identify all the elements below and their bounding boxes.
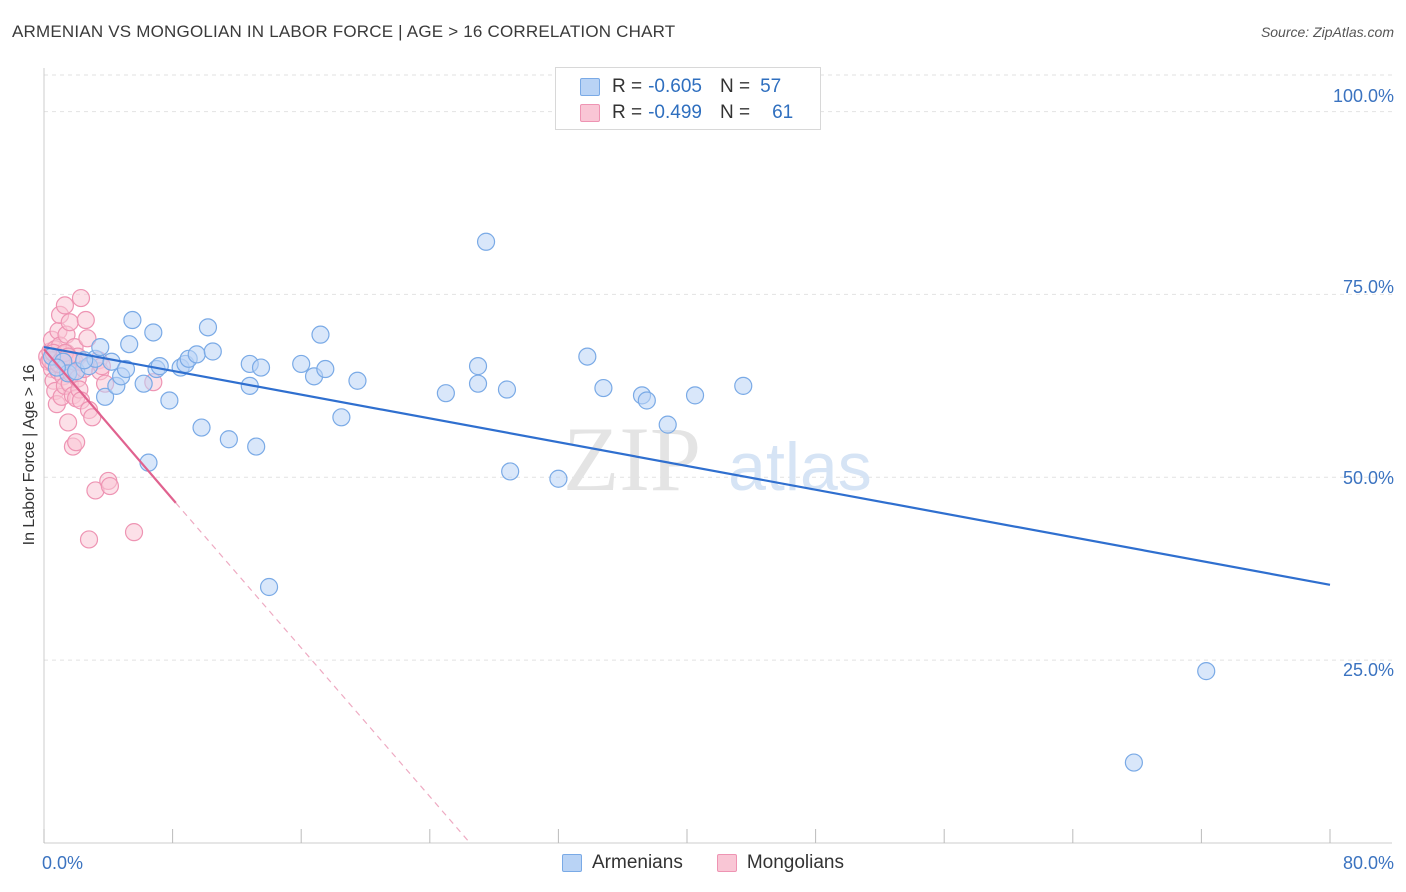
armenians-point-23	[187, 345, 206, 364]
legend-n-label: N =	[719, 102, 751, 123]
mongolians-point-51	[100, 476, 120, 496]
armenians-point-42	[476, 232, 496, 251]
mongolians-point-41	[76, 310, 95, 330]
armenians-point-31	[251, 358, 271, 377]
legend-n-label: N =	[719, 76, 751, 97]
armenians-point-50	[658, 415, 677, 434]
armenians-point-24	[192, 418, 211, 437]
series-legend-armenians[interactable]: Armenians	[562, 852, 683, 874]
chart-title: ARMENIAN VS MONGOLIAN IN LABOR FORCE | A…	[12, 22, 676, 41]
y-tick-label-50: 50.0%	[1342, 468, 1394, 488]
watermark-atlas: atlas	[728, 429, 872, 505]
legend-row-armenians: R = -0.605 N = 57	[580, 75, 781, 99]
legend-swatch-armenians	[580, 78, 600, 96]
armenians-point-11	[116, 359, 136, 379]
armenians-point-26	[203, 342, 222, 361]
armenians-point-38	[348, 371, 367, 390]
legend-swatch-mongolians	[580, 104, 600, 122]
legend-n-value-armenians: 57	[760, 76, 782, 97]
legend-r-label: R =	[612, 76, 643, 97]
mongolians-point-42	[78, 329, 97, 348]
armenians-point-16	[144, 323, 163, 342]
series-swatch-mongolians	[716, 854, 737, 872]
armenians-point-25	[198, 318, 218, 337]
armenians-point-47	[594, 378, 613, 398]
x-tick-label-max: 80.0%	[1342, 853, 1394, 873]
armenians-point-37	[332, 408, 351, 427]
armenians-point-41	[468, 374, 488, 393]
mongolians-point-34	[67, 433, 86, 452]
series-legend: Armenians Mongolians	[0, 852, 1406, 874]
armenians-point-43	[497, 380, 517, 399]
watermark: ZIP atlas	[563, 408, 872, 510]
armenians-point-33	[292, 354, 311, 374]
x-tick-label-min: 0.0%	[42, 853, 84, 873]
legend-r-label: R =	[612, 102, 643, 123]
armenians-point-45	[549, 469, 568, 488]
armenians-point-18	[150, 357, 169, 376]
legend-row-mongolians: R = -0.499 N = 61	[580, 101, 793, 125]
armenians-point-6	[91, 337, 110, 357]
correlation-legend: R = -0.605 N = 57 R = -0.499 N = 61	[555, 67, 821, 130]
mongolians-point-44	[83, 408, 102, 427]
armenians-point-12	[120, 335, 139, 354]
armenians-point-14	[134, 374, 153, 393]
armenians-point-19	[160, 391, 179, 410]
series-mongolians	[38, 288, 163, 549]
armenians-point-54	[1197, 662, 1216, 681]
armenians-point-32	[259, 577, 279, 597]
trend-line-mongolians	[43, 348, 177, 504]
armenians-point-13	[123, 310, 142, 330]
mongolians-point-24	[59, 413, 78, 432]
watermark-zip: ZIP	[563, 408, 701, 510]
armenians-point-46	[578, 347, 597, 366]
armenians-point-51	[685, 386, 705, 405]
trend-extension-mongolians	[175, 502, 471, 844]
mongolians-point-19	[55, 296, 74, 315]
armenians-point-52	[734, 376, 753, 395]
axes	[43, 68, 1392, 844]
armenians-point-35	[311, 325, 330, 344]
armenians-point-55	[47, 358, 66, 377]
y-tick-label-100: 100.0%	[1332, 86, 1394, 106]
trend-layer	[43, 346, 1331, 844]
series-legend-mongolians[interactable]: Mongolians	[716, 852, 844, 874]
series-legend-label-mongolians: Mongolians	[746, 852, 844, 873]
mongolians-point-26	[60, 313, 79, 332]
legend-n-value-mongolians: 61	[772, 102, 794, 123]
mongolians-point-53	[124, 523, 144, 542]
armenians-point-30	[247, 437, 266, 456]
armenians-point-27	[219, 430, 238, 449]
chart-source: Source: ZipAtlas.com	[1260, 24, 1394, 40]
armenians-point-53	[1124, 753, 1143, 772]
armenians-point-7	[95, 387, 115, 406]
series-swatch-armenians	[562, 854, 582, 872]
series-layer	[38, 232, 1216, 772]
armenians-point-40	[468, 357, 488, 376]
armenians-point-36	[316, 359, 335, 379]
y-tick-label-75: 75.0%	[1342, 277, 1394, 297]
legend-r-value-armenians: -0.605	[648, 76, 702, 97]
armenians-point-39	[436, 384, 455, 403]
series-armenians	[42, 232, 1216, 772]
mongolians-point-52	[79, 530, 99, 549]
mongolians-point-38	[71, 288, 91, 308]
trend-line-armenians	[43, 346, 1331, 586]
legend-r-value-mongolians: -0.499	[648, 102, 702, 123]
armenians-point-49	[637, 391, 656, 410]
armenians-point-44	[501, 462, 520, 481]
series-legend-label-armenians: Armenians	[592, 852, 683, 873]
y-tick-label-25: 25.0%	[1342, 660, 1394, 680]
